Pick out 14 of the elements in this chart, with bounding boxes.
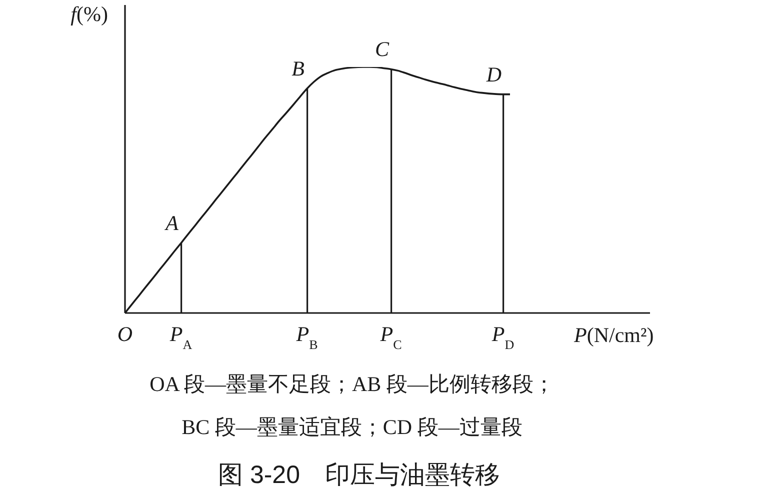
annotation: A bbox=[164, 211, 179, 236]
annotation: C bbox=[374, 37, 390, 62]
x-tick-label: O bbox=[117, 322, 133, 346]
x-tick-label: P$_{A}$ bbox=[168, 322, 193, 352]
annotation: D bbox=[485, 62, 502, 86]
annotation: B bbox=[292, 56, 305, 81]
text: 图 3-20 印压与油墨转移 bbox=[217, 460, 501, 490]
text: BC 段—墨量适宜段；CD 段—过量段 bbox=[180, 414, 524, 441]
x-axis-title: P(N/cm²) bbox=[574, 323, 654, 347]
x-tick-label: P$_{D}$ bbox=[490, 322, 514, 352]
y-axis-title: f(%) bbox=[70, 2, 108, 26]
text: OA 段—墨量不足段；AB 段—比例转移段； bbox=[148, 371, 556, 398]
x-tick-label: P$_{C}$ bbox=[379, 322, 402, 352]
x-tick-label: P$_{B}$ bbox=[295, 322, 318, 352]
